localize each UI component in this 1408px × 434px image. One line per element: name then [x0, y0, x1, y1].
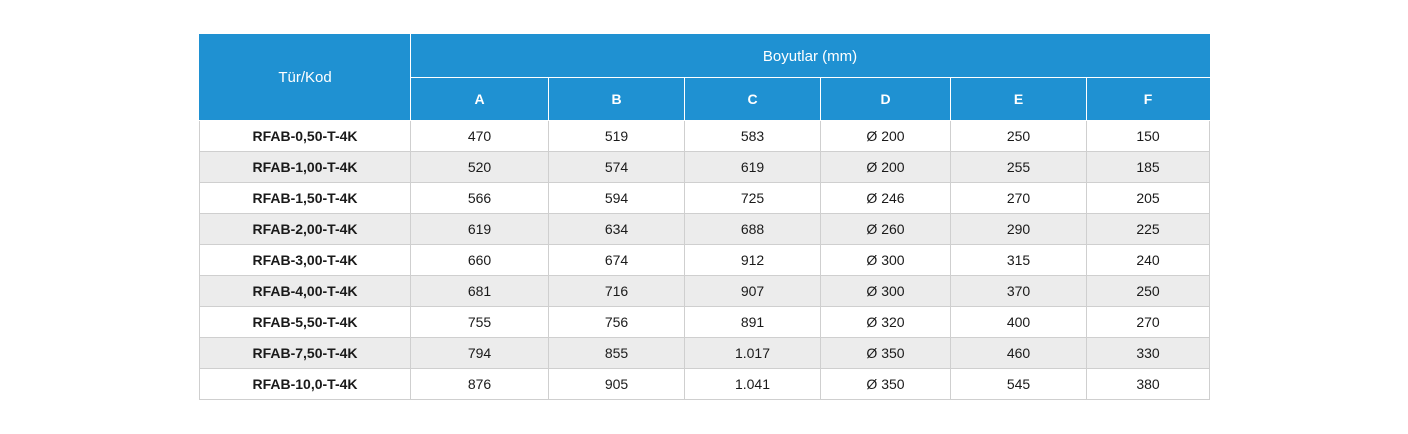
cell-a: 876 — [410, 368, 549, 400]
cell-b: 756 — [548, 306, 685, 338]
table-row: RFAB-5,50-T-4K 755 756 891 Ø 320 400 270 — [199, 306, 1211, 338]
cell-e: 290 — [950, 213, 1087, 245]
row-code-cell: RFAB-0,50-T-4K — [199, 120, 411, 152]
table-row: RFAB-10,0-T-4K 876 905 1.041 Ø 350 545 380 — [199, 368, 1211, 400]
cell-f: 380 — [1085, 368, 1211, 400]
cell-a: 619 — [410, 213, 549, 245]
column-header-b: B — [548, 77, 685, 121]
cell-a: 566 — [410, 182, 549, 214]
cell-b: 674 — [548, 244, 685, 276]
cell-a: 794 — [410, 337, 549, 369]
cell-a: 681 — [410, 275, 549, 307]
cell-b: 855 — [548, 337, 685, 369]
table-row: RFAB-0,50-T-4K 470 519 583 Ø 200 250 150 — [199, 120, 1211, 152]
row-code-cell: RFAB-2,00-T-4K — [199, 213, 411, 245]
cell-c: 912 — [684, 244, 821, 276]
cell-d: Ø 350 — [820, 337, 951, 369]
cell-d: Ø 320 — [820, 306, 951, 338]
cell-c: 583 — [684, 120, 821, 152]
cell-f: 330 — [1085, 337, 1211, 369]
row-code-cell: RFAB-1,00-T-4K — [199, 151, 411, 183]
cell-e: 545 — [950, 368, 1087, 400]
table-row: RFAB-1,50-T-4K 566 594 725 Ø 246 270 205 — [199, 182, 1211, 214]
cell-b: 905 — [548, 368, 685, 400]
cell-b: 716 — [548, 275, 685, 307]
cell-a: 660 — [410, 244, 549, 276]
table-row: RFAB-3,00-T-4K 660 674 912 Ø 300 315 240 — [199, 244, 1211, 276]
table-row: RFAB-7,50-T-4K 794 855 1.017 Ø 350 460 330 — [199, 337, 1211, 369]
cell-f: 205 — [1085, 182, 1211, 214]
cell-c: 1.041 — [684, 368, 821, 400]
row-code-cell: RFAB-1,50-T-4K — [199, 182, 411, 214]
cell-e: 255 — [950, 151, 1087, 183]
cell-f: 150 — [1085, 120, 1211, 152]
cell-d: Ø 350 — [820, 368, 951, 400]
cell-f: 270 — [1085, 306, 1211, 338]
column-header-f: F — [1085, 77, 1211, 121]
cell-e: 250 — [950, 120, 1087, 152]
cell-f: 185 — [1085, 151, 1211, 183]
cell-c: 619 — [684, 151, 821, 183]
table-row: RFAB-4,00-T-4K 681 716 907 Ø 300 370 250 — [199, 275, 1211, 307]
table-body: RFAB-0,50-T-4K 470 519 583 Ø 200 250 150 RFAB-1… — [199, 120, 1211, 400]
cell-e: 315 — [950, 244, 1087, 276]
cell-b: 519 — [548, 120, 685, 152]
cell-d: Ø 260 — [820, 213, 951, 245]
cell-d: Ø 300 — [820, 275, 951, 307]
cell-c: 688 — [684, 213, 821, 245]
cell-c: 907 — [684, 275, 821, 307]
table-row: RFAB-2,00-T-4K 619 634 688 Ø 260 290 225 — [199, 213, 1211, 245]
cell-d: Ø 300 — [820, 244, 951, 276]
cell-f: 240 — [1085, 244, 1211, 276]
type-code-header: Tür/Kod — [199, 34, 411, 121]
cell-f: 225 — [1085, 213, 1211, 245]
cell-a: 470 — [410, 120, 549, 152]
cell-b: 634 — [548, 213, 685, 245]
column-header-c: C — [684, 77, 821, 121]
row-code-cell: RFAB-4,00-T-4K — [199, 275, 411, 307]
cell-d: Ø 200 — [820, 120, 951, 152]
cell-f: 250 — [1085, 275, 1211, 307]
column-header-e: E — [950, 77, 1087, 121]
cell-b: 594 — [548, 182, 685, 214]
cell-d: Ø 246 — [820, 182, 951, 214]
cell-a: 520 — [410, 151, 549, 183]
column-header-a: A — [410, 77, 549, 121]
cell-e: 270 — [950, 182, 1087, 214]
row-code-cell: RFAB-5,50-T-4K — [199, 306, 411, 338]
cell-c: 891 — [684, 306, 821, 338]
cell-a: 755 — [410, 306, 549, 338]
cell-c: 1.017 — [684, 337, 821, 369]
dimensions-group-header: Boyutlar (mm) — [409, 34, 1211, 78]
cell-b: 574 — [548, 151, 685, 183]
column-header-d: D — [820, 77, 951, 121]
cell-c: 725 — [684, 182, 821, 214]
cell-e: 460 — [950, 337, 1087, 369]
cell-e: 400 — [950, 306, 1087, 338]
table-row: RFAB-1,00-T-4K 520 574 619 Ø 200 255 185 — [199, 151, 1211, 183]
row-code-cell: RFAB-3,00-T-4K — [199, 244, 411, 276]
row-code-cell: RFAB-10,0-T-4K — [199, 368, 411, 400]
cell-d: Ø 200 — [820, 151, 951, 183]
row-code-cell: RFAB-7,50-T-4K — [199, 337, 411, 369]
cell-e: 370 — [950, 275, 1087, 307]
